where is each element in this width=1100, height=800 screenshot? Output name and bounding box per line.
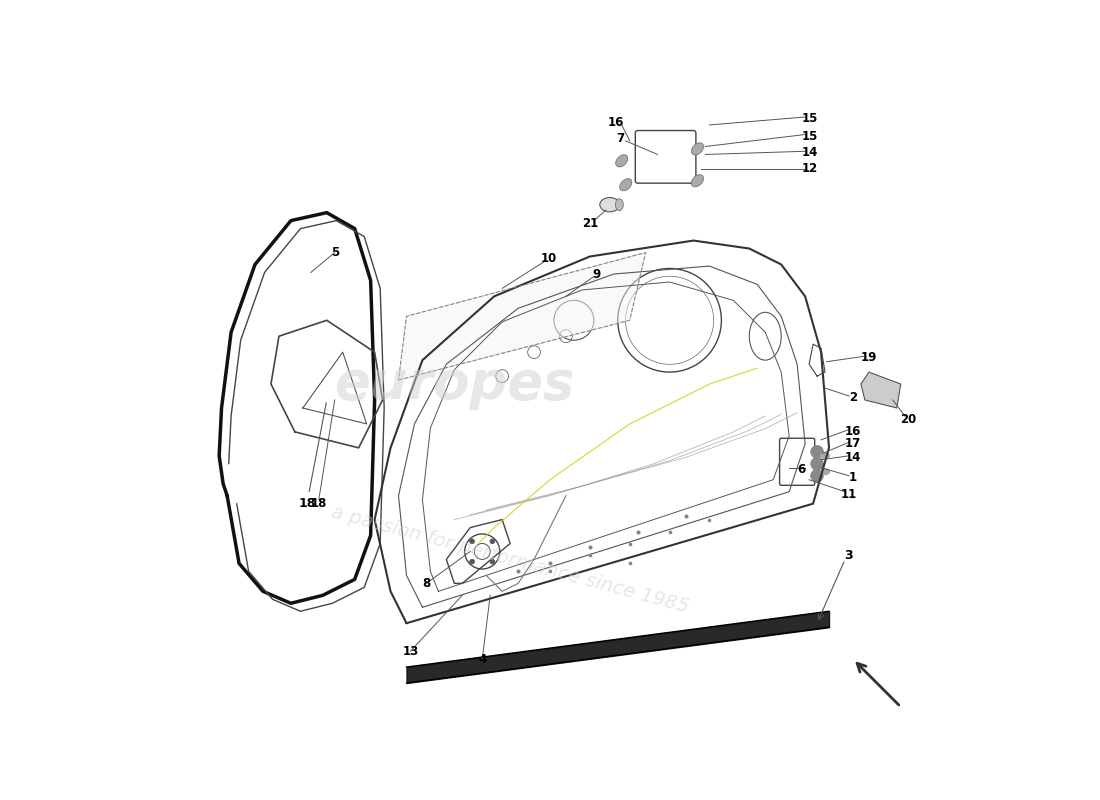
Text: 18: 18 (310, 497, 327, 510)
Text: 11: 11 (840, 487, 857, 501)
Polygon shape (861, 372, 901, 408)
Text: 12: 12 (802, 162, 818, 175)
Text: 1: 1 (849, 471, 857, 484)
Ellipse shape (615, 198, 624, 210)
Text: 14: 14 (802, 146, 818, 159)
Ellipse shape (619, 178, 631, 191)
Text: 14: 14 (845, 451, 861, 464)
Text: 18: 18 (298, 402, 327, 510)
Ellipse shape (616, 154, 628, 167)
Text: 8: 8 (422, 577, 430, 590)
Text: 4: 4 (478, 653, 486, 666)
Circle shape (470, 559, 474, 564)
Circle shape (470, 539, 474, 544)
Circle shape (811, 446, 824, 458)
Ellipse shape (692, 142, 704, 155)
Text: 3: 3 (845, 549, 854, 562)
Ellipse shape (692, 174, 704, 187)
Text: 2: 2 (849, 391, 857, 404)
Text: 17: 17 (845, 438, 861, 450)
Text: a passion for performance since 1985: a passion for performance since 1985 (329, 502, 691, 617)
Text: 19: 19 (860, 351, 877, 364)
Text: 7: 7 (616, 132, 624, 145)
Text: 13: 13 (403, 645, 419, 658)
Text: 9: 9 (592, 267, 601, 281)
Ellipse shape (821, 453, 829, 459)
Text: 15: 15 (802, 112, 818, 125)
Ellipse shape (821, 469, 829, 475)
Text: 21: 21 (582, 217, 598, 230)
Circle shape (811, 458, 824, 470)
Circle shape (490, 559, 495, 564)
Text: europes: europes (334, 358, 574, 410)
Text: 10: 10 (540, 251, 557, 265)
Ellipse shape (600, 198, 619, 212)
Text: 16: 16 (845, 425, 861, 438)
Text: 6: 6 (798, 463, 805, 476)
Circle shape (811, 470, 824, 482)
Polygon shape (398, 253, 646, 380)
Text: 16: 16 (608, 116, 625, 129)
Text: 5: 5 (331, 246, 339, 259)
Text: 20: 20 (901, 413, 917, 426)
Text: 15: 15 (802, 130, 818, 142)
Circle shape (490, 539, 495, 544)
